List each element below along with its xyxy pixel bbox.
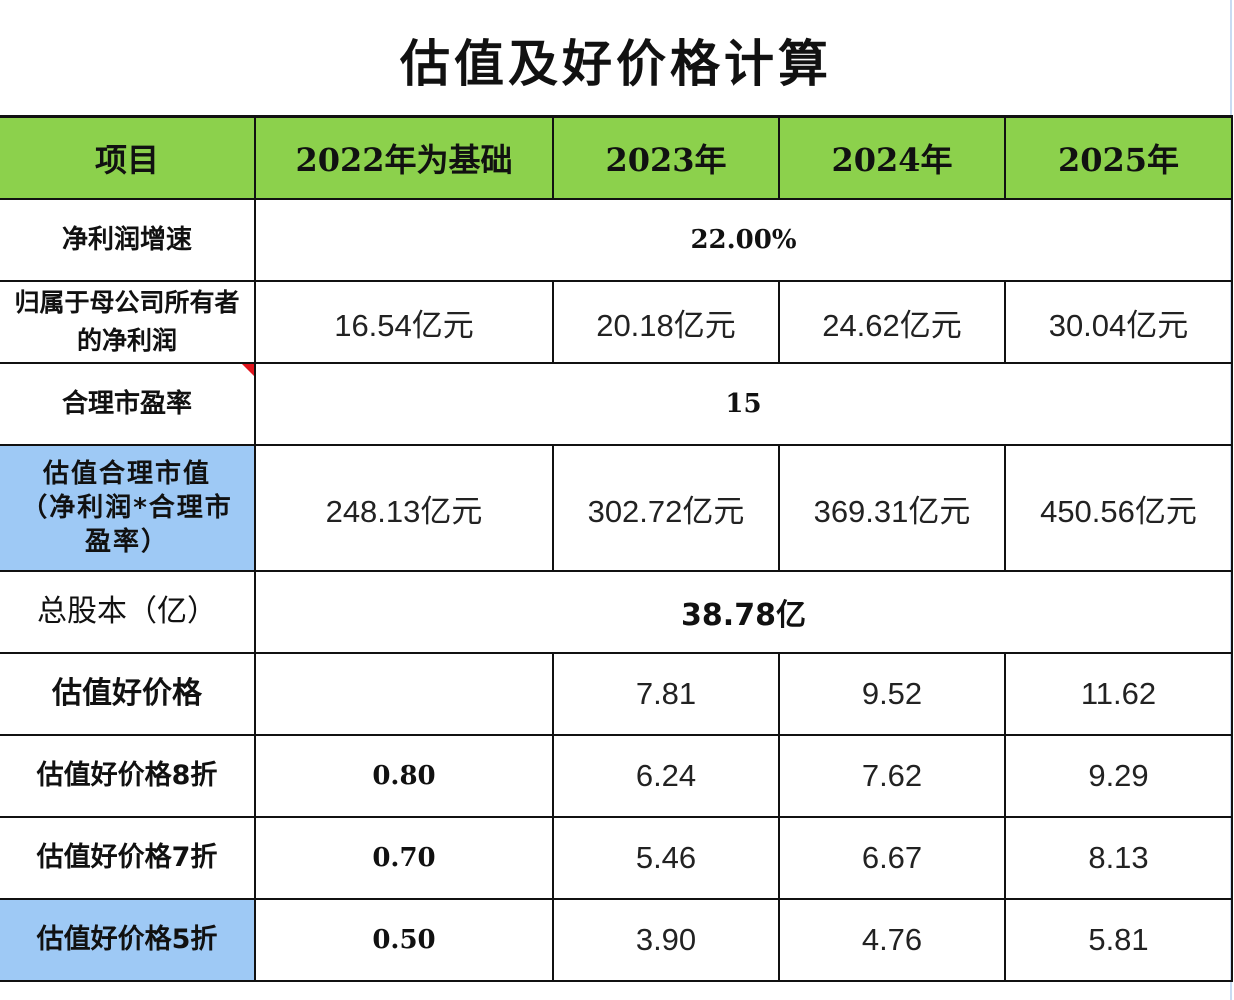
table-row-growth: 净利润增速 22.00%: [0, 198, 1233, 282]
row-label-shares[interactable]: 总股本（亿）: [0, 570, 256, 654]
good-price-2022[interactable]: [254, 652, 554, 736]
header-2023[interactable]: 2023年: [552, 115, 780, 200]
discount-80-2023[interactable]: 6.24: [552, 734, 780, 818]
row-label-net-profit[interactable]: 归属于母公司所有者的净利润: [0, 280, 256, 364]
discount-80-2024[interactable]: 7.62: [778, 734, 1006, 818]
row-label-discount-80[interactable]: 估值好价格8折: [0, 734, 256, 818]
discount-70-rate[interactable]: 0.70: [254, 816, 554, 900]
row-label-growth[interactable]: 净利润增速: [0, 198, 256, 282]
header-2025[interactable]: 2025年: [1004, 115, 1233, 200]
discount-80-2025[interactable]: 9.29: [1004, 734, 1233, 818]
discount-70-2024[interactable]: 6.67: [778, 816, 1006, 900]
discount-50-rate[interactable]: 0.50: [254, 898, 554, 982]
discount-50-2025[interactable]: 5.81: [1004, 898, 1233, 982]
net-profit-2025[interactable]: 30.04亿元: [1004, 280, 1233, 364]
header-2022-base[interactable]: 2022年为基础: [254, 115, 554, 200]
valuation-table: 项目 2022年为基础 2023年 2024年 2025年 净利润增速 22.0…: [0, 115, 1233, 982]
table-row-discount-70: 估值好价格7折 0.70 5.46 6.67 8.13: [0, 816, 1233, 900]
market-cap-2024[interactable]: 369.31亿元: [778, 444, 1006, 572]
table-row-market-cap: 估值合理市值（净利润*合理市盈率） 248.13亿元 302.72亿元 369.…: [0, 444, 1233, 572]
growth-value-cell[interactable]: 22.00%: [254, 198, 1233, 282]
table-row-good-price: 估值好价格 7.81 9.52 11.62: [0, 652, 1233, 736]
discount-50-2023[interactable]: 3.90: [552, 898, 780, 982]
market-cap-2023[interactable]: 302.72亿元: [552, 444, 780, 572]
comment-indicator-icon[interactable]: [242, 364, 254, 376]
row-label-pe[interactable]: 合理市盈率: [0, 362, 256, 446]
net-profit-2023[interactable]: 20.18亿元: [552, 280, 780, 364]
good-price-2023[interactable]: 7.81: [552, 652, 780, 736]
discount-70-2025[interactable]: 8.13: [1004, 816, 1233, 900]
table-row-discount-50: 估值好价格5折 0.50 3.90 4.76 5.81: [0, 898, 1233, 982]
row-label-discount-50[interactable]: 估值好价格5折: [0, 898, 256, 982]
row-label-net-profit-text: 归属于母公司所有者的净利润: [14, 288, 240, 355]
good-price-2025[interactable]: 11.62: [1004, 652, 1233, 736]
row-label-market-cap-text: 估值合理市值（净利润*合理市盈率）: [21, 459, 233, 557]
discount-50-2024[interactable]: 4.76: [778, 898, 1006, 982]
row-label-good-price[interactable]: 估值好价格: [0, 652, 256, 736]
market-cap-2022[interactable]: 248.13亿元: [254, 444, 554, 572]
row-label-discount-70[interactable]: 估值好价格7折: [0, 816, 256, 900]
header-row: 项目 2022年为基础 2023年 2024年 2025年: [0, 115, 1233, 200]
market-cap-2025[interactable]: 450.56亿元: [1004, 444, 1233, 572]
table-row-shares: 总股本（亿） 38.78亿: [0, 570, 1233, 654]
table-row-discount-80: 估值好价格8折 0.80 6.24 7.62 9.29: [0, 734, 1233, 818]
row-label-market-cap[interactable]: 估值合理市值（净利润*合理市盈率）: [0, 444, 256, 572]
table-row-net-profit: 归属于母公司所有者的净利润 16.54亿元 20.18亿元 24.62亿元 30…: [0, 280, 1233, 364]
net-profit-2024[interactable]: 24.62亿元: [778, 280, 1006, 364]
good-price-2024[interactable]: 9.52: [778, 652, 1006, 736]
shares-value-cell[interactable]: 38.78亿: [254, 570, 1233, 654]
discount-80-rate[interactable]: 0.80: [254, 734, 554, 818]
pe-value-cell[interactable]: 15: [254, 362, 1233, 446]
header-2024[interactable]: 2024年: [778, 115, 1006, 200]
row-label-pe-text: 合理市盈率: [61, 389, 192, 419]
net-profit-2022[interactable]: 16.54亿元: [254, 280, 554, 364]
page-title: 估值及好价格计算: [400, 33, 832, 93]
discount-70-2023[interactable]: 5.46: [552, 816, 780, 900]
header-item[interactable]: 项目: [0, 115, 256, 200]
table-row-pe: 合理市盈率 15: [0, 362, 1233, 446]
